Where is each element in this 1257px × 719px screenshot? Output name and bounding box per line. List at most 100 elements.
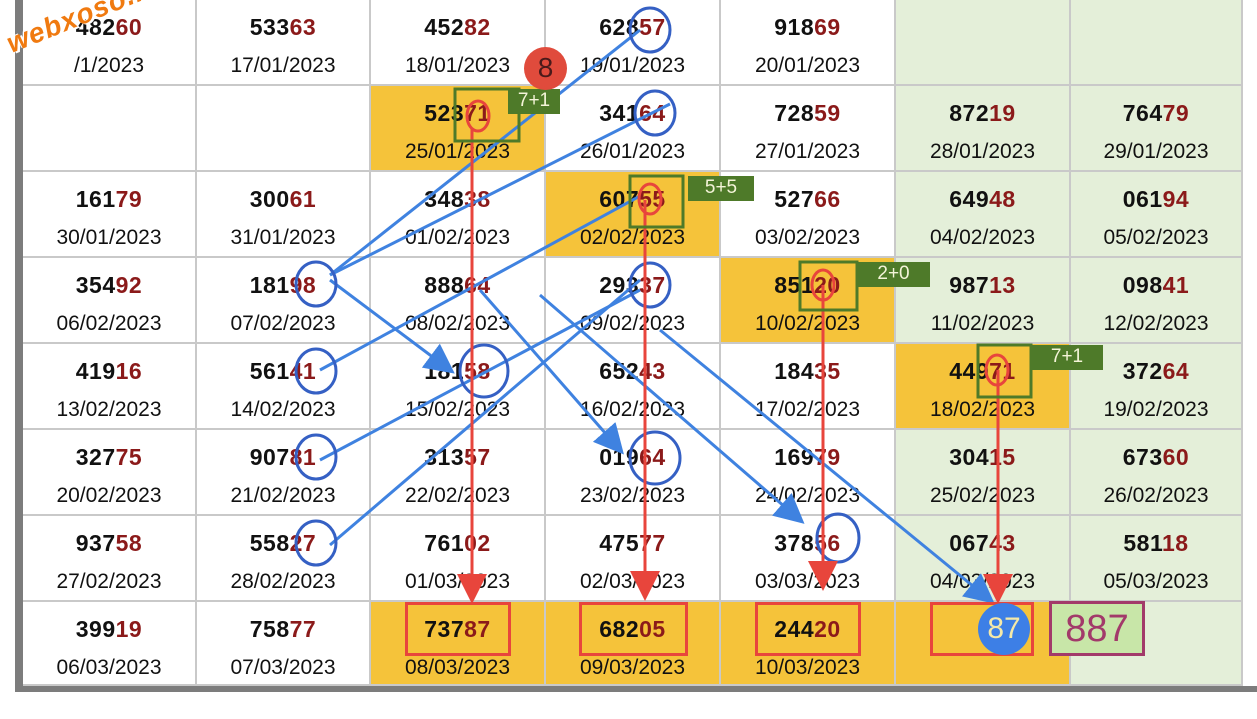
result-date: 02/02/2023 bbox=[579, 226, 686, 249]
number-head: 181 bbox=[249, 272, 290, 298]
result-cell: 48260/1/2023 bbox=[23, 0, 197, 86]
result-number: 37264 bbox=[1071, 358, 1241, 385]
result-cell: 68205 09/03/2023 bbox=[546, 602, 721, 686]
number-head: 581 bbox=[1123, 530, 1162, 556]
result-number: 18158 bbox=[371, 358, 544, 385]
result-number: 87219 bbox=[896, 100, 1069, 127]
number-head: 673 bbox=[1122, 444, 1163, 470]
number-head: 354 bbox=[75, 272, 116, 298]
result-number: 09841 bbox=[1071, 272, 1241, 299]
result-number: 16179 bbox=[23, 186, 195, 213]
number-tail: 64 bbox=[639, 100, 666, 126]
number-tail: 64 bbox=[639, 444, 666, 470]
number-head: 907 bbox=[249, 444, 290, 470]
result-date: 01/02/2023 bbox=[404, 226, 511, 249]
result-number: 06743 bbox=[896, 530, 1069, 557]
number-head: 293 bbox=[599, 272, 640, 298]
number-head: 244 bbox=[774, 616, 815, 642]
number-tail: 15 bbox=[989, 444, 1016, 470]
number-tail: 38 bbox=[464, 186, 491, 212]
result-number: 18198 bbox=[197, 272, 369, 299]
result-cell: 75877 07/03/2023 bbox=[197, 602, 371, 686]
number-head: 758 bbox=[249, 616, 290, 642]
number-tail: 77 bbox=[289, 616, 317, 642]
number-tail: 81 bbox=[289, 444, 317, 470]
result-date: 14/02/2023 bbox=[230, 398, 336, 421]
result-cell: 24420 10/03/2023 bbox=[721, 602, 896, 686]
number-tail: 79 bbox=[1162, 100, 1190, 126]
number-head: 452 bbox=[424, 14, 465, 40]
number-head: 184 bbox=[774, 358, 815, 384]
result-date: 28/01/2023 bbox=[929, 140, 1036, 163]
number-tail: 64 bbox=[464, 272, 491, 298]
result-cell: 41916 13/02/2023 bbox=[23, 344, 197, 430]
result-date: 22/02/2023 bbox=[404, 484, 511, 507]
number-tail: 18 bbox=[1162, 530, 1189, 556]
number-tail: 60 bbox=[1162, 444, 1190, 470]
pair-label-3: 2+0 bbox=[857, 262, 930, 287]
result-date: 26/01/2023 bbox=[579, 140, 686, 163]
result-number: 72859 bbox=[721, 100, 894, 127]
result-number: 62857 bbox=[546, 14, 719, 41]
result-cell: 37856 03/03/2023 bbox=[721, 516, 896, 602]
result-cell: 30415 25/02/2023 bbox=[896, 430, 1071, 516]
number-head: 937 bbox=[75, 530, 116, 556]
result-number: 24420 bbox=[721, 616, 894, 643]
result-number: 53363 bbox=[197, 14, 369, 41]
frame-bottom-border bbox=[15, 686, 1257, 692]
pair-label-2: 5+5 bbox=[688, 176, 754, 201]
result-cell bbox=[1071, 0, 1243, 86]
result-cell: 30061 31/01/2023 bbox=[197, 172, 371, 258]
result-cell: 16179 30/01/2023 bbox=[23, 172, 197, 258]
result-date: 01/03/2023 bbox=[404, 570, 511, 593]
number-tail: 71 bbox=[989, 358, 1016, 384]
number-tail: 48 bbox=[989, 186, 1016, 212]
number-head: 482 bbox=[75, 14, 116, 40]
result-cell: 47577 02/03/2023 bbox=[546, 516, 721, 602]
result-cell: 76479 29/01/2023 bbox=[1071, 86, 1243, 172]
result-date: 09/02/2023 bbox=[579, 312, 686, 335]
result-date: 03/02/2023 bbox=[754, 226, 861, 249]
result-number: 06194 bbox=[1071, 186, 1241, 213]
number-tail: 98 bbox=[289, 272, 317, 298]
result-number: 55827 bbox=[197, 530, 369, 557]
result-cell: 55827 28/02/2023 bbox=[197, 516, 371, 602]
result-number: 47577 bbox=[546, 530, 719, 557]
result-date: 03/03/2023 bbox=[754, 570, 861, 593]
number-head: 300 bbox=[249, 186, 290, 212]
number-tail: 05 bbox=[639, 616, 666, 642]
result-number: 30061 bbox=[197, 186, 369, 213]
number-head: 764 bbox=[1122, 100, 1163, 126]
number-head: 987 bbox=[949, 272, 990, 298]
result-number: 34164 bbox=[546, 100, 719, 127]
result-cell: 06743 04/03/2023 bbox=[896, 516, 1071, 602]
number-head: 169 bbox=[774, 444, 815, 470]
result-date: 20/02/2023 bbox=[56, 484, 162, 507]
result-number: 76479 bbox=[1071, 100, 1241, 127]
result-date: 18/02/2023 bbox=[929, 398, 1036, 421]
result-number: 45282 bbox=[371, 14, 544, 41]
result-date: 05/02/2023 bbox=[1103, 226, 1209, 249]
result-cell: 31357 22/02/2023 bbox=[371, 430, 546, 516]
result-date: 02/03/2023 bbox=[579, 570, 686, 593]
result-number: 58118 bbox=[1071, 530, 1241, 557]
number-head: 449 bbox=[949, 358, 990, 384]
results-grid: 48260/1/2023 53363 17/01/2023 45282 18/01/20… bbox=[23, 0, 1257, 686]
result-cell: 72859 27/01/2023 bbox=[721, 86, 896, 172]
number-head: 888 bbox=[424, 272, 465, 298]
number-tail: 64 bbox=[1162, 358, 1190, 384]
number-head: 378 bbox=[774, 530, 815, 556]
result-cell: 90781 21/02/2023 bbox=[197, 430, 371, 516]
number-tail: 19 bbox=[115, 616, 143, 642]
result-cell: 35492 06/02/2023 bbox=[23, 258, 197, 344]
number-tail: 71 bbox=[464, 100, 491, 126]
result-cell: 45282 18/01/2023 bbox=[371, 0, 546, 86]
number-head: 682 bbox=[599, 616, 640, 642]
result-number: 91869 bbox=[721, 14, 894, 41]
result-cell bbox=[23, 86, 197, 172]
result-number: 98713 bbox=[896, 272, 1069, 299]
result-number: 73787 bbox=[371, 616, 544, 643]
result-cell: 62857 19/01/2023 bbox=[546, 0, 721, 86]
number-tail: 13 bbox=[989, 272, 1016, 298]
prediction-badge: 87 bbox=[978, 603, 1030, 655]
